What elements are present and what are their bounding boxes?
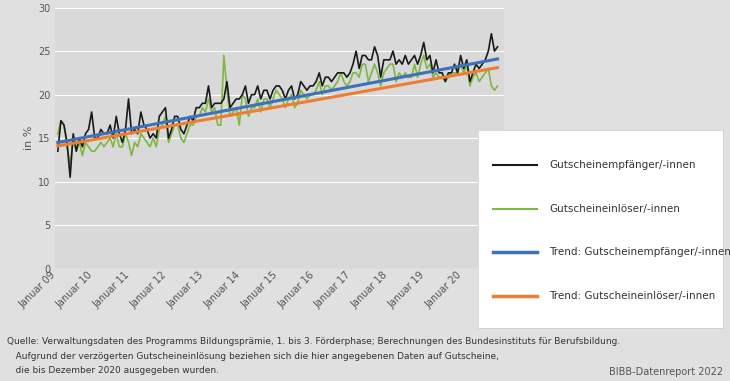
Y-axis label: in %: in % [24, 126, 34, 150]
Text: Quelle: Verwaltungsdaten des Programms Bildungsprämie, 1. bis 3. Förderphase; Be: Quelle: Verwaltungsdaten des Programms B… [7, 337, 620, 346]
Text: Gutscheinempfänger/-innen: Gutscheinempfänger/-innen [549, 160, 696, 170]
Text: Gutscheineinlöser/-innen: Gutscheineinlöser/-innen [549, 204, 680, 214]
Text: Aufgrund der verzögerten Gutscheineinlösung beziehen sich die hier angegebenen D: Aufgrund der verzögerten Gutscheineinlös… [7, 352, 499, 362]
Text: Trend: Gutscheineinlöser/-innen: Trend: Gutscheineinlöser/-innen [549, 291, 715, 301]
Text: BIBB-Datenreport 2022: BIBB-Datenreport 2022 [609, 367, 723, 377]
Text: Trend: Gutscheinempfänger/-innen: Trend: Gutscheinempfänger/-innen [549, 247, 730, 258]
Text: die bis Dezember 2020 ausgegeben wurden.: die bis Dezember 2020 ausgegeben wurden. [7, 366, 219, 375]
